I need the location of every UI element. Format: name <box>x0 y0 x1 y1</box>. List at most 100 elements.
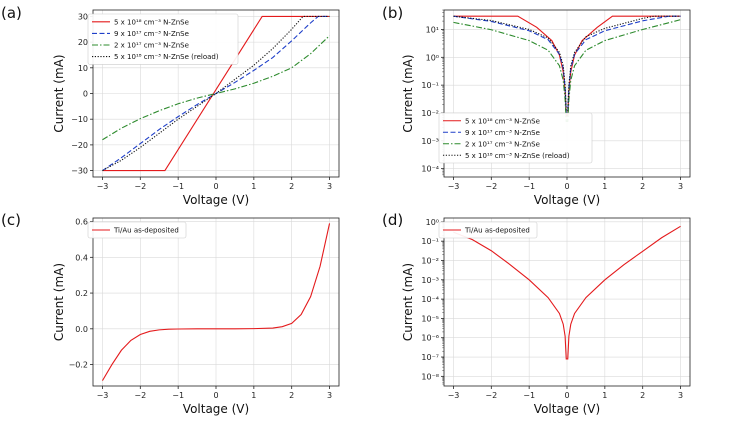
plot-frame <box>92 217 340 387</box>
x-axis-label: Voltage (V) <box>183 402 249 416</box>
legend-box <box>438 112 593 164</box>
x-tick-label: 3 <box>327 182 332 191</box>
legend-label: 5 x 10¹⁸ cm⁻³ N-ZnSe <box>114 18 189 26</box>
panel-3: −3 −2 −1 0 1 2 3 10⁻⁸ 10⁻⁷ 10⁻⁶ 10⁻⁵ 10⁻⁴ 10⁻³ 10⁻² 10… <box>382 211 691 416</box>
y-tick-label: −20 <box>71 141 88 150</box>
x-tick-label: −3 <box>97 391 109 400</box>
y-tick-label: 10¹ <box>426 25 439 34</box>
legend-label: 2 x 10¹⁷ cm⁻³ N-ZnSe <box>465 140 540 148</box>
legend-label: Ti/Au as-deposited <box>464 227 530 235</box>
legend-box <box>87 13 239 65</box>
y-tick-label: 10⁻⁴ <box>421 295 439 304</box>
panel-label: (c) <box>1 211 21 229</box>
panel-label: (b) <box>382 4 403 22</box>
y-tick-label: −0.2 <box>69 361 88 370</box>
x-tick-label: −3 <box>448 182 460 191</box>
x-tick-label: −1 <box>523 182 535 191</box>
legend-label: 5 x 10¹⁸ cm⁻³ N-ZnSe <box>465 117 540 125</box>
series-line-0 <box>453 225 681 360</box>
x-tick-label: −1 <box>172 182 184 191</box>
x-tick-label: 1 <box>251 391 256 400</box>
y-axis-label: Current (mA) <box>52 263 66 341</box>
y-tick-label: 10⁻⁶ <box>421 334 439 343</box>
legend: 5 x 10¹⁸ cm⁻³ N-ZnSe 9 x 10¹⁷ cm⁻³ N-ZnSe… <box>438 112 593 164</box>
y-tick-label: 10⁻⁵ <box>421 314 439 323</box>
series-line-3 <box>102 15 330 172</box>
legend: Ti/Au as-deposited <box>87 221 187 239</box>
x-axis-label: Voltage (V) <box>183 193 249 207</box>
legend: 5 x 10¹⁸ cm⁻³ N-ZnSe 9 x 10¹⁷ cm⁻³ N-ZnSe… <box>87 13 239 65</box>
panel-label: (d) <box>382 211 403 229</box>
legend-label: Ti/Au as-deposited <box>113 227 179 235</box>
y-tick-label: 10⁻³ <box>421 276 439 285</box>
y-tick-label: 10 <box>78 64 88 73</box>
series-line-3 <box>453 15 681 112</box>
y-tick-label: −30 <box>71 167 88 176</box>
y-tick-label: 10⁻² <box>421 109 439 118</box>
x-tick-label: 2 <box>640 391 645 400</box>
x-tick-label: 2 <box>640 182 645 191</box>
y-tick-label: 0.6 <box>75 218 88 227</box>
legend-label: 5 x 10¹⁸ cm⁻³ N-ZnSe (reload) <box>114 53 219 61</box>
x-tick-label: −2 <box>134 391 146 400</box>
y-axis-label: Current (mA) <box>401 54 415 132</box>
x-tick-label: 2 <box>289 182 294 191</box>
plot-frame <box>443 9 691 178</box>
y-tick-label: 10⁻⁴ <box>421 165 439 174</box>
plot-frame <box>443 217 691 387</box>
y-tick-label: 10⁰ <box>426 218 439 227</box>
y-tick-label: 10⁻⁷ <box>421 353 439 362</box>
x-tick-label: −2 <box>134 182 146 191</box>
x-tick-label: 1 <box>602 391 607 400</box>
y-tick-label: 10⁻⁸ <box>421 372 439 381</box>
y-tick-label: 0.0 <box>75 325 88 334</box>
x-tick-label: 3 <box>678 182 683 191</box>
legend-label: 9 x 10¹⁷ cm⁻³ N-ZnSe <box>465 129 540 137</box>
y-axis-label: Current (mA) <box>401 263 415 341</box>
x-axis-label: Voltage (V) <box>534 402 600 416</box>
x-tick-label: −3 <box>448 391 460 400</box>
x-tick-label: 3 <box>678 391 683 400</box>
panel-1: −3 −2 −1 0 1 2 3 10⁻⁴ 10⁻³ 10⁻² 10⁻¹ 10⁰ 10¹ Voltage … <box>382 4 691 207</box>
y-tick-label: 10⁰ <box>426 53 439 62</box>
x-tick-label: 0 <box>564 182 569 191</box>
plot-frame <box>92 9 340 178</box>
x-tick-label: −2 <box>485 391 497 400</box>
y-tick-label: 10⁻³ <box>421 137 439 146</box>
legend-label: 5 x 10¹⁸ cm⁻³ N-ZnSe (reload) <box>465 152 570 160</box>
x-tick-label: −1 <box>172 391 184 400</box>
panel-label: (a) <box>1 4 22 22</box>
x-axis-label: Voltage (V) <box>534 193 600 207</box>
x-tick-label: −3 <box>97 182 109 191</box>
series-line-1 <box>102 15 330 172</box>
x-tick-label: 0 <box>564 391 569 400</box>
y-tick-label: −10 <box>71 115 88 124</box>
series-line-0 <box>102 15 330 172</box>
y-tick-label: 20 <box>78 38 88 47</box>
x-tick-label: 2 <box>289 391 294 400</box>
legend-label: 2 x 10¹⁷ cm⁻³ N-ZnSe <box>114 42 189 50</box>
y-tick-label: 30 <box>78 12 88 21</box>
y-tick-label: 10⁻¹ <box>421 237 439 246</box>
y-tick-label: 0.2 <box>75 289 88 298</box>
panel-2: −3 −2 −1 0 1 2 3 −0.2 0.0 0.2 0.4 0.6 Voltage (V) Cur… <box>1 211 340 416</box>
y-tick-label: 10⁻¹ <box>421 81 439 90</box>
y-tick-label: 0.4 <box>75 253 88 262</box>
x-tick-label: 3 <box>327 391 332 400</box>
series-line-0 <box>101 223 331 381</box>
x-tick-label: 0 <box>213 391 218 400</box>
legend-box <box>438 221 538 239</box>
y-tick-label: 10⁻² <box>421 256 439 265</box>
x-tick-label: 1 <box>251 182 256 191</box>
x-tick-label: 1 <box>602 182 607 191</box>
y-tick-label: 0 <box>83 90 88 99</box>
x-tick-label: 0 <box>213 182 218 191</box>
legend: Ti/Au as-deposited <box>438 221 538 239</box>
legend-label: 9 x 10¹⁷ cm⁻³ N-ZnSe <box>114 30 189 38</box>
x-tick-label: −2 <box>485 182 497 191</box>
x-tick-label: −1 <box>523 391 535 400</box>
y-axis-label: Current (mA) <box>52 54 66 132</box>
legend-box <box>87 221 187 239</box>
